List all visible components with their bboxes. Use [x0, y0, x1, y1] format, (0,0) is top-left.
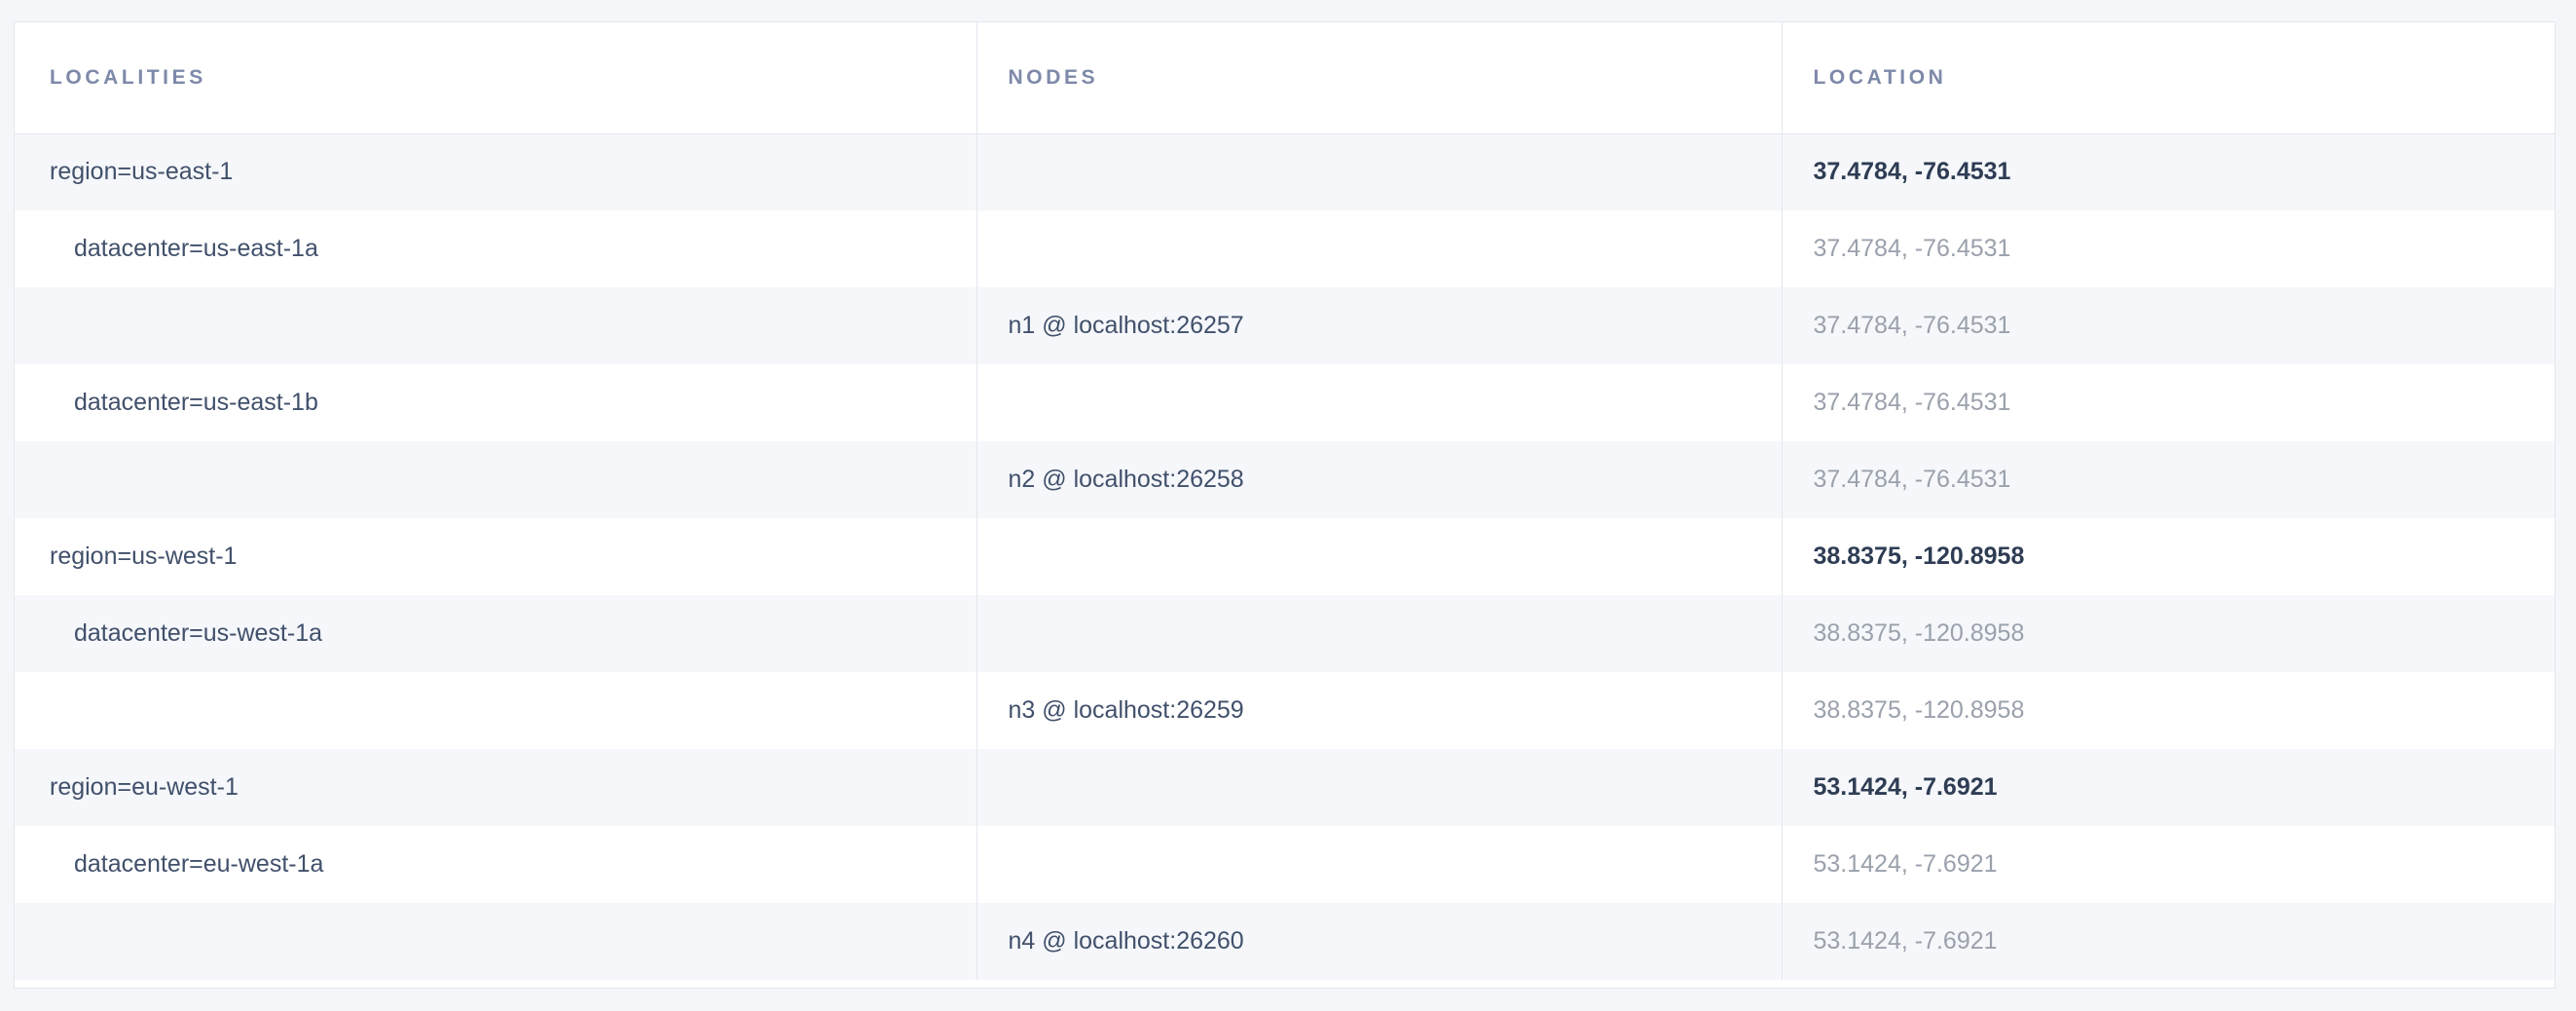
cell-location: 37.4784, -76.4531 [1781, 133, 2555, 210]
cell-location: 53.1424, -7.6921 [1781, 826, 2555, 903]
locality-label: region=eu-west-1 [50, 773, 239, 801]
cell-locality [15, 441, 976, 518]
location-coordinates: 37.4784, -76.4531 [1813, 312, 2011, 339]
cell-locality: datacenter=us-east-1b [15, 364, 976, 441]
table-row[interactable]: datacenter=us-west-1a 38.8375, -120.8958 [15, 595, 2555, 672]
cell-location: 53.1424, -7.6921 [1781, 749, 2555, 826]
cell-node [975, 210, 1782, 287]
cell-node: n2 @ localhost:26258 [975, 441, 1782, 518]
cell-location: 53.1424, -7.6921 [1781, 903, 2555, 980]
locality-label: datacenter=us-east-1b [74, 389, 318, 416]
table-row[interactable]: datacenter=eu-west-1a 53.1424, -7.6921 [15, 826, 2555, 903]
localities-table-card: LOCALITIES NODES LOCATION region=us-east… [14, 21, 2556, 989]
location-coordinates: 37.4784, -76.4531 [1813, 466, 2011, 493]
locality-label: datacenter=us-west-1a [74, 619, 323, 647]
table-row[interactable]: n1 @ localhost:26257 37.4784, -76.4531 [15, 287, 2555, 364]
table-header-row: LOCALITIES NODES LOCATION [15, 22, 2555, 134]
cell-location: 38.8375, -120.8958 [1781, 518, 2555, 595]
table-row[interactable]: region=us-west-1 38.8375, -120.8958 [15, 518, 2555, 595]
localities-table: LOCALITIES NODES LOCATION region=us-east… [15, 22, 2555, 980]
cell-locality: datacenter=us-east-1a [15, 210, 976, 287]
location-coordinates: 37.4784, -76.4531 [1813, 158, 2011, 186]
table-row[interactable]: region=eu-west-1 53.1424, -7.6921 [15, 749, 2555, 826]
table-row[interactable]: datacenter=us-east-1a 37.4784, -76.4531 [15, 210, 2555, 287]
cell-locality: datacenter=eu-west-1a [15, 826, 976, 903]
locality-label: region=us-east-1 [50, 158, 234, 186]
cell-node: n4 @ localhost:26260 [975, 903, 1782, 980]
cell-node: n3 @ localhost:26259 [975, 672, 1782, 749]
cell-node [975, 749, 1782, 826]
location-coordinates: 38.8375, -120.8958 [1813, 619, 2025, 647]
cell-locality [15, 672, 976, 749]
cell-node [975, 518, 1782, 595]
cell-locality: region=us-east-1 [15, 133, 976, 210]
cell-locality: region=us-west-1 [15, 518, 976, 595]
cell-locality [15, 903, 976, 980]
cell-location: 37.4784, -76.4531 [1781, 364, 2555, 441]
cell-node [975, 364, 1782, 441]
cell-locality: region=eu-west-1 [15, 749, 976, 826]
location-coordinates: 37.4784, -76.4531 [1813, 235, 2011, 262]
location-coordinates: 38.8375, -120.8958 [1813, 543, 2025, 570]
cell-location: 37.4784, -76.4531 [1781, 287, 2555, 364]
cell-location: 38.8375, -120.8958 [1781, 672, 2555, 749]
cell-location: 38.8375, -120.8958 [1781, 595, 2555, 672]
table-row[interactable]: datacenter=us-east-1b 37.4784, -76.4531 [15, 364, 2555, 441]
location-coordinates: 53.1424, -7.6921 [1813, 773, 1998, 801]
column-header-location[interactable]: LOCATION [1781, 22, 2555, 134]
node-label[interactable]: n3 @ localhost:26259 [1008, 696, 1244, 724]
table-row[interactable]: n4 @ localhost:26260 53.1424, -7.6921 [15, 903, 2555, 980]
location-coordinates: 37.4784, -76.4531 [1813, 389, 2011, 416]
cell-location: 37.4784, -76.4531 [1781, 210, 2555, 287]
table-row[interactable]: n2 @ localhost:26258 37.4784, -76.4531 [15, 441, 2555, 518]
cell-node [975, 826, 1782, 903]
node-label[interactable]: n1 @ localhost:26257 [1008, 312, 1244, 339]
locality-label: datacenter=eu-west-1a [74, 850, 324, 878]
table-row[interactable]: region=us-east-1 37.4784, -76.4531 [15, 133, 2555, 210]
table-header: LOCALITIES NODES LOCATION [15, 22, 2555, 134]
locality-label: region=us-west-1 [50, 543, 238, 570]
table-body: region=us-east-1 37.4784, -76.4531 datacen… [15, 133, 2555, 980]
cell-locality: datacenter=us-west-1a [15, 595, 976, 672]
cell-node [975, 595, 1782, 672]
location-coordinates: 38.8375, -120.8958 [1813, 696, 2025, 724]
cell-node [975, 133, 1782, 210]
node-label[interactable]: n2 @ localhost:26258 [1008, 466, 1244, 493]
location-coordinates: 53.1424, -7.6921 [1813, 850, 1998, 878]
cell-locality [15, 287, 976, 364]
cell-location: 37.4784, -76.4531 [1781, 441, 2555, 518]
cell-node: n1 @ localhost:26257 [975, 287, 1782, 364]
location-coordinates: 53.1424, -7.6921 [1813, 927, 1998, 955]
table-row[interactable]: n3 @ localhost:26259 38.8375, -120.8958 [15, 672, 2555, 749]
column-header-localities[interactable]: LOCALITIES [15, 22, 976, 134]
column-header-nodes[interactable]: NODES [975, 22, 1782, 134]
locality-label: datacenter=us-east-1a [74, 235, 318, 262]
node-label[interactable]: n4 @ localhost:26260 [1008, 927, 1244, 955]
